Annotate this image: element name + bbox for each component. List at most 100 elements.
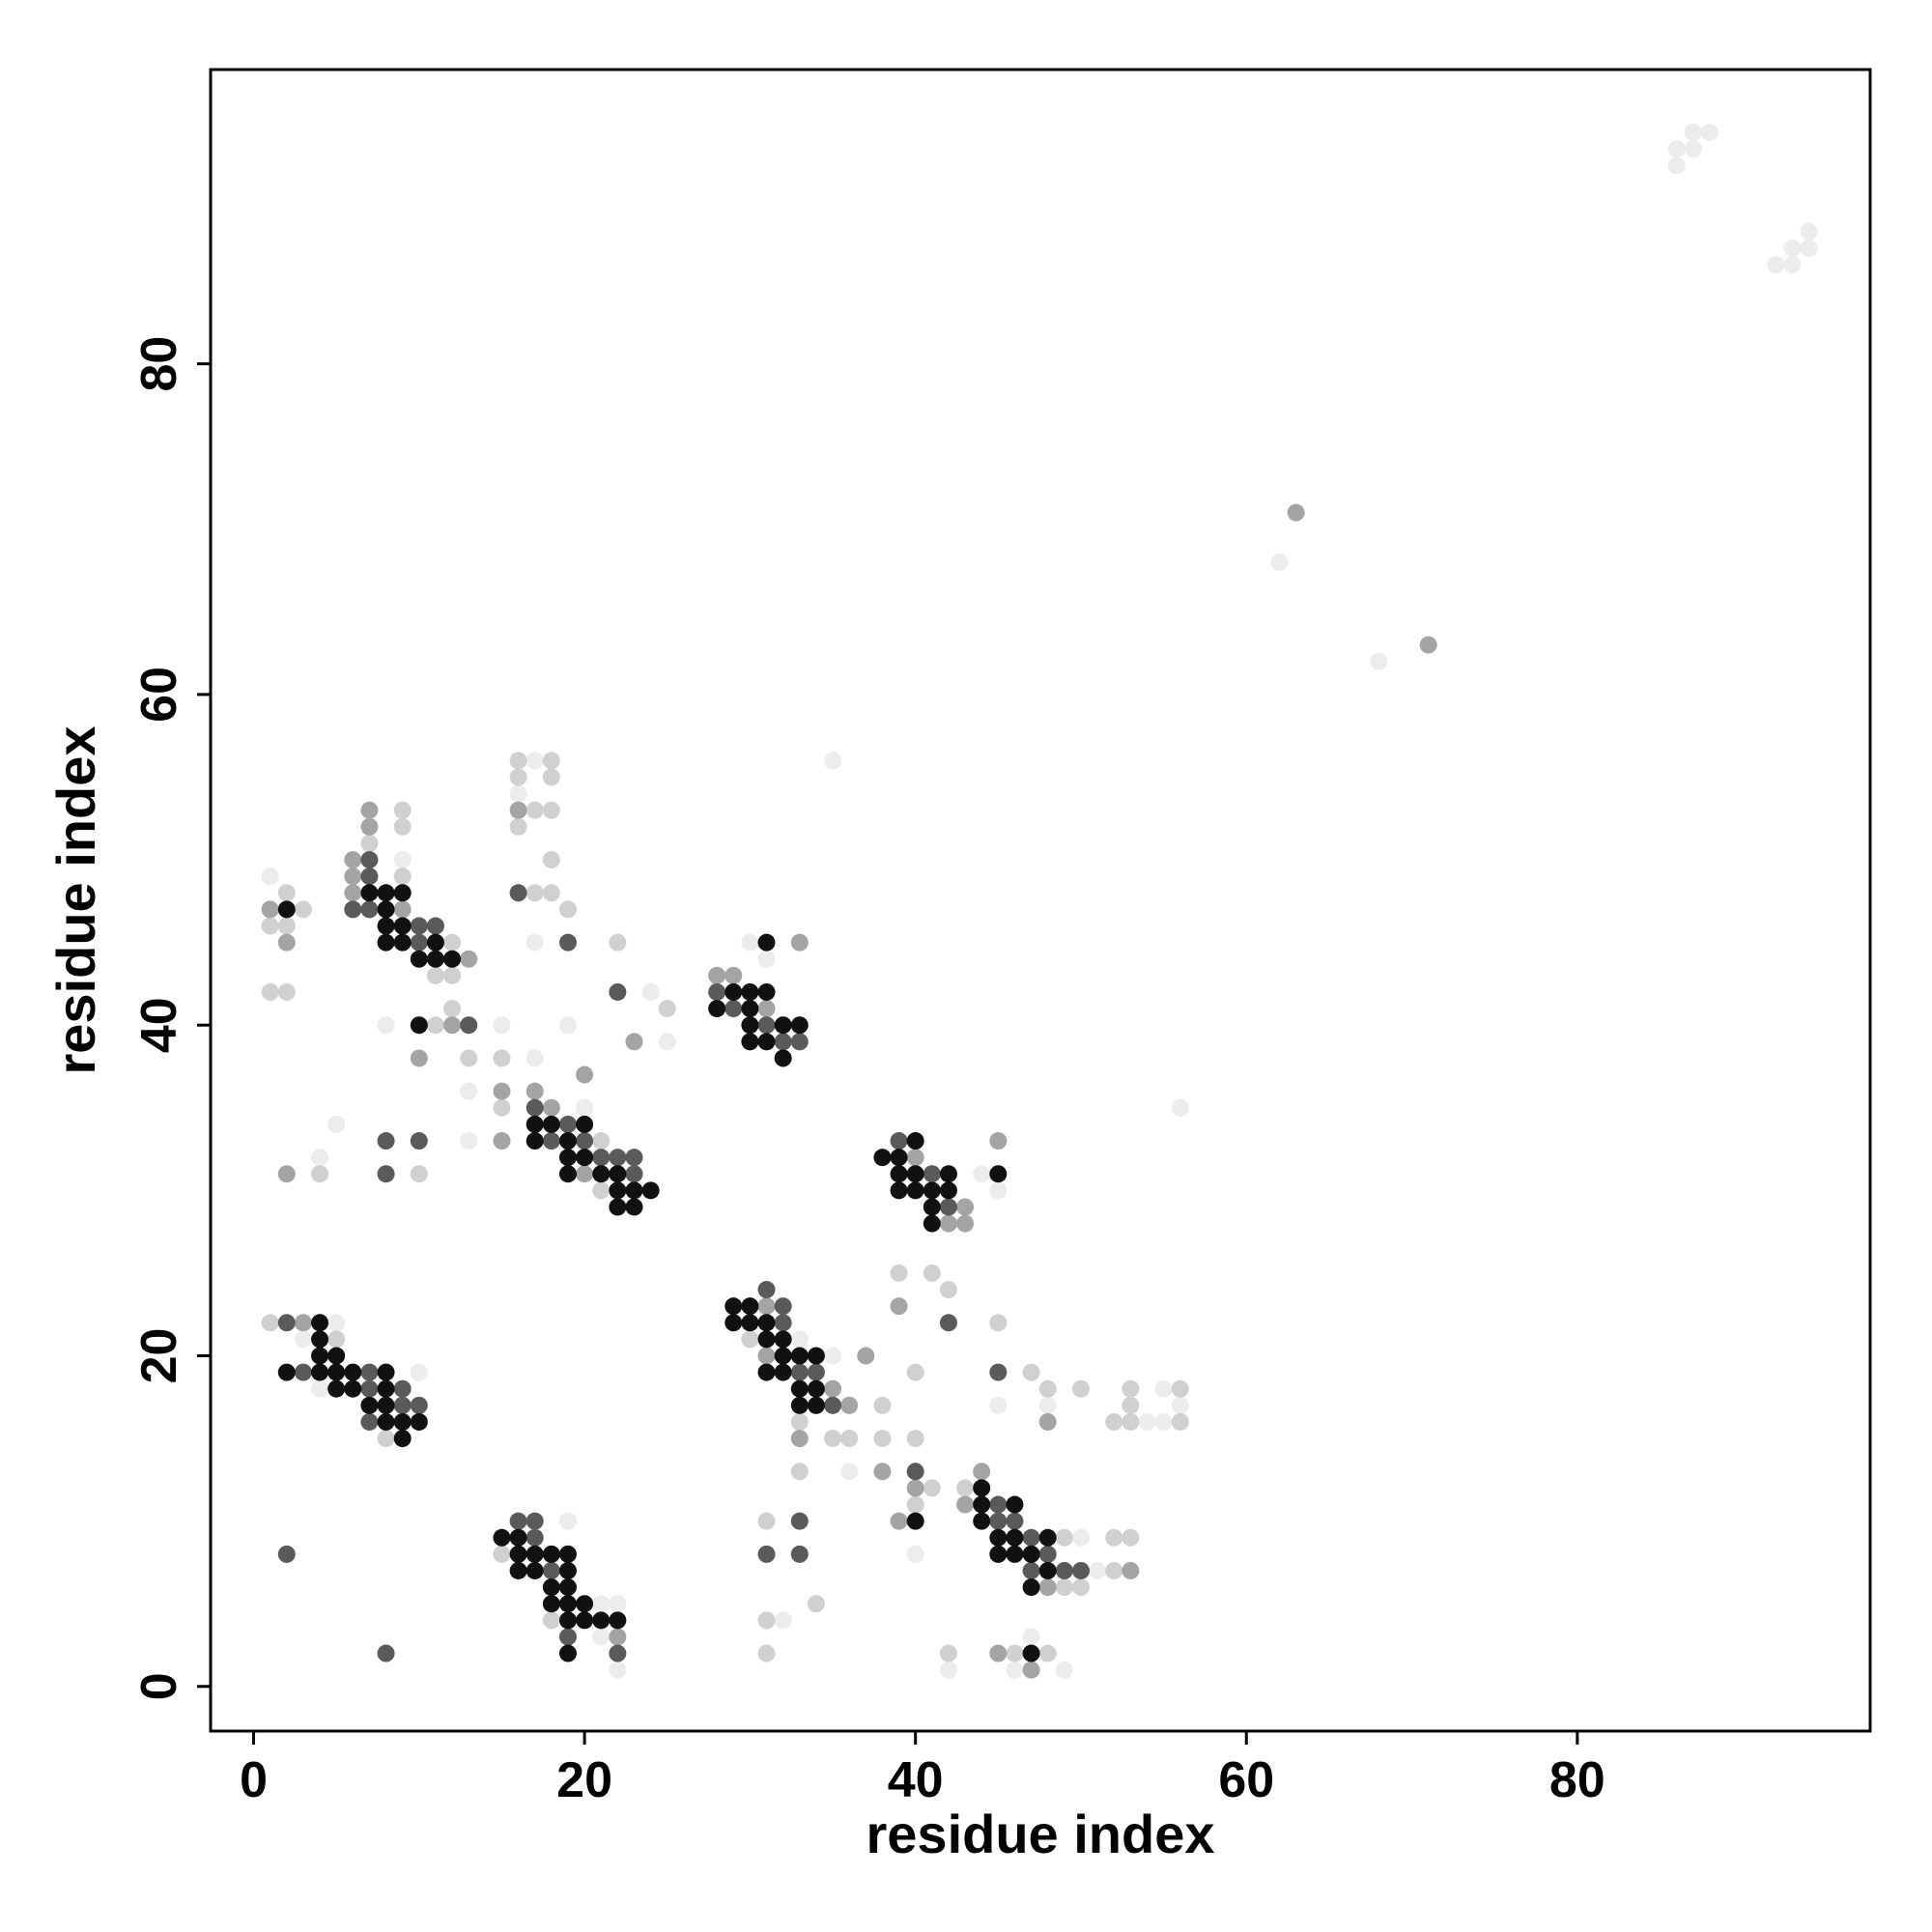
contact-point bbox=[1105, 1561, 1123, 1579]
contact-point bbox=[327, 1347, 346, 1365]
contact-point bbox=[1022, 1363, 1040, 1381]
contact-point bbox=[277, 982, 296, 1001]
contact-point bbox=[989, 1528, 1008, 1547]
contact-point bbox=[774, 1611, 792, 1630]
contact-point bbox=[1006, 1545, 1024, 1563]
contact-point bbox=[790, 1396, 809, 1414]
contact-point bbox=[393, 933, 412, 952]
contact-point bbox=[344, 884, 362, 902]
contact-point bbox=[1667, 156, 1686, 175]
contact-point bbox=[1022, 1561, 1040, 1579]
contact-point bbox=[890, 1181, 908, 1200]
contact-point bbox=[790, 1033, 809, 1051]
contact-point bbox=[724, 982, 743, 1001]
contact-point bbox=[1700, 124, 1719, 142]
contact-point bbox=[393, 917, 412, 935]
contact-point bbox=[410, 1412, 428, 1431]
contact-point bbox=[261, 1314, 279, 1332]
contact-point bbox=[393, 817, 412, 836]
y-tick-label: 60 bbox=[131, 667, 187, 723]
contact-point bbox=[708, 1000, 726, 1018]
contact-point bbox=[426, 966, 444, 984]
contact-point bbox=[327, 1314, 346, 1332]
contact-point bbox=[311, 1330, 329, 1349]
contact-point bbox=[1800, 222, 1818, 241]
x-axis-label: residue index bbox=[866, 1804, 1214, 1864]
contact-point bbox=[890, 1264, 908, 1282]
contact-point bbox=[807, 1396, 825, 1414]
contact-point bbox=[956, 1479, 975, 1497]
contact-point bbox=[1071, 1528, 1090, 1547]
contact-point bbox=[1022, 1628, 1040, 1646]
contact-point bbox=[327, 1363, 346, 1381]
contact-point bbox=[493, 1528, 511, 1547]
contact-point bbox=[609, 1198, 627, 1216]
contact-point bbox=[790, 1363, 809, 1381]
contact-point bbox=[1071, 1561, 1090, 1579]
contact-point bbox=[360, 801, 379, 819]
contact-point bbox=[641, 1181, 660, 1200]
contact-point bbox=[824, 1347, 842, 1365]
contact-point bbox=[526, 884, 544, 902]
contact-point bbox=[790, 1379, 809, 1398]
contact-point bbox=[1105, 1528, 1123, 1547]
contact-point bbox=[824, 752, 842, 770]
contact-point bbox=[426, 1016, 444, 1035]
contact-point bbox=[741, 1314, 759, 1332]
contact-point bbox=[989, 1165, 1008, 1183]
contact-point bbox=[609, 982, 627, 1001]
contact-point bbox=[1154, 1412, 1173, 1431]
contact-point bbox=[1006, 1528, 1024, 1547]
contact-point bbox=[1022, 1528, 1040, 1547]
contact-point bbox=[774, 1049, 792, 1067]
contact-point bbox=[393, 884, 412, 902]
contact-point bbox=[443, 933, 462, 952]
contact-point bbox=[558, 1165, 577, 1183]
x-tick-label: 60 bbox=[1218, 1752, 1274, 1808]
contact-point bbox=[311, 1347, 329, 1365]
contact-point bbox=[939, 1644, 957, 1662]
contact-point bbox=[261, 867, 279, 886]
contact-point bbox=[526, 1115, 544, 1133]
contact-point bbox=[344, 900, 362, 919]
contact-point bbox=[757, 1512, 776, 1530]
contact-point bbox=[774, 1033, 792, 1051]
contact-point bbox=[410, 1363, 428, 1381]
contact-point bbox=[493, 1049, 511, 1067]
contact-point bbox=[558, 1628, 577, 1646]
contact-point bbox=[526, 752, 544, 770]
contact-point bbox=[790, 933, 809, 952]
contact-point bbox=[609, 933, 627, 952]
contact-point bbox=[493, 1098, 511, 1117]
contact-point bbox=[277, 1314, 296, 1332]
contact-point bbox=[344, 1379, 362, 1398]
contact-point bbox=[294, 1363, 312, 1381]
contact-point bbox=[393, 867, 412, 886]
contact-point bbox=[526, 801, 544, 819]
contact-point bbox=[1006, 1661, 1024, 1679]
contact-point bbox=[410, 1016, 428, 1035]
contact-point bbox=[989, 1495, 1008, 1514]
contact-point bbox=[526, 1049, 544, 1067]
contact-point bbox=[1684, 124, 1702, 142]
contact-point bbox=[377, 1165, 395, 1183]
contact-point bbox=[576, 1132, 594, 1151]
contact-point bbox=[509, 768, 527, 786]
contact-point bbox=[923, 1264, 941, 1282]
contact-point bbox=[542, 1115, 560, 1133]
contact-point bbox=[1800, 239, 1818, 257]
contact-point bbox=[460, 1016, 478, 1035]
contact-point bbox=[377, 1379, 395, 1398]
contact-point bbox=[576, 1165, 594, 1183]
contact-point bbox=[526, 1561, 544, 1579]
contact-point bbox=[906, 1181, 924, 1200]
contact-point bbox=[708, 982, 726, 1001]
y-tick-label: 80 bbox=[131, 336, 187, 392]
contact-point bbox=[410, 1165, 428, 1183]
contact-point bbox=[1122, 1379, 1140, 1398]
contact-point bbox=[377, 1396, 395, 1414]
contact-point bbox=[625, 1033, 643, 1051]
contact-point bbox=[393, 1412, 412, 1431]
contact-point bbox=[410, 917, 428, 935]
contact-point bbox=[1105, 1412, 1123, 1431]
